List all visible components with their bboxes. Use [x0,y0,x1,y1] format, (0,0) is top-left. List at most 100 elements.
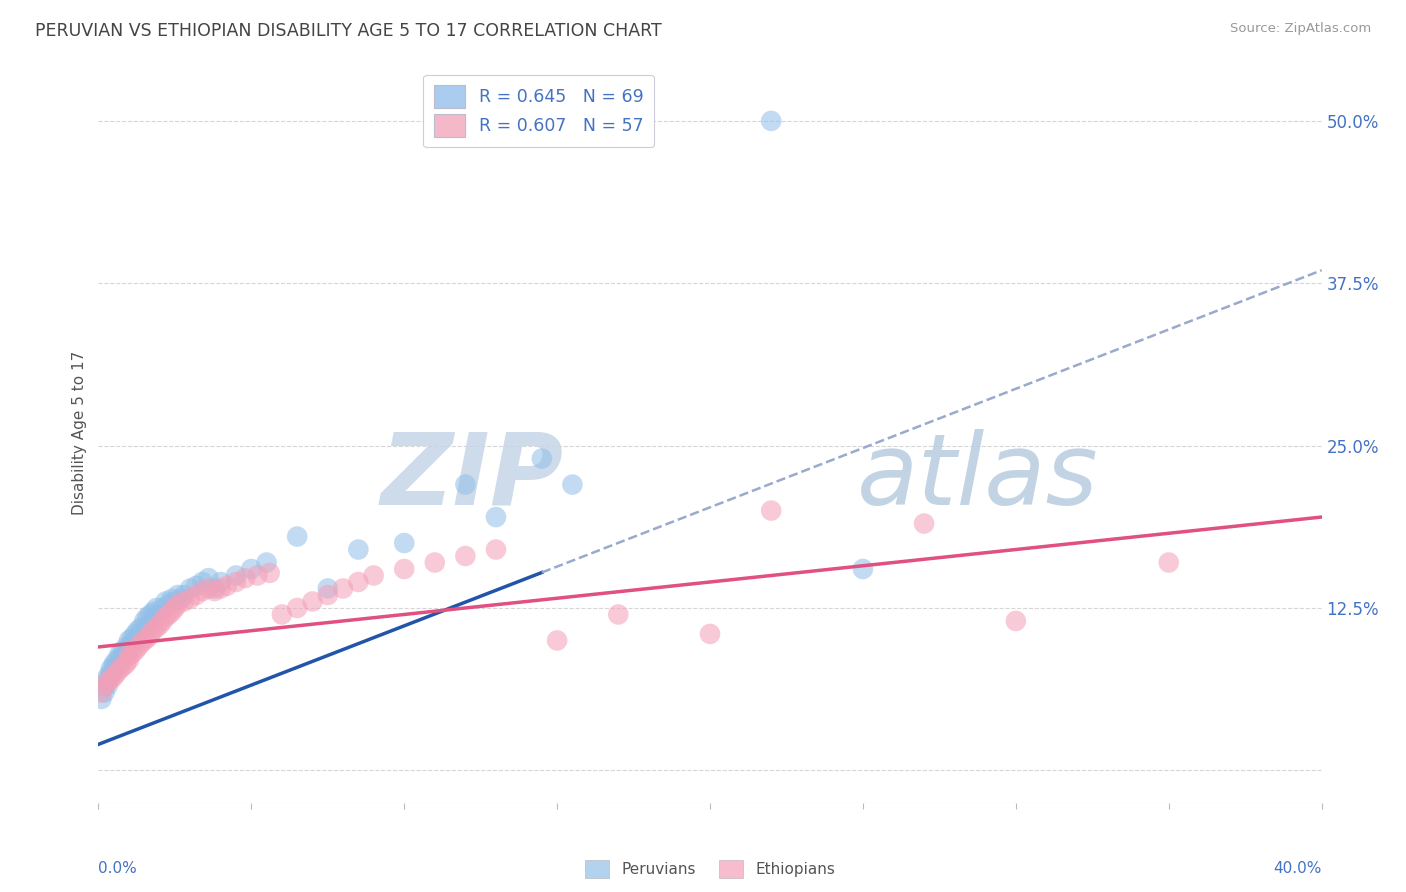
Y-axis label: Disability Age 5 to 17: Disability Age 5 to 17 [72,351,87,515]
Point [127,623,149,637]
Point [454,477,477,491]
Point [121,631,143,645]
Point [111,644,134,658]
Point [121,647,143,661]
Point [179,582,201,596]
Point [145,610,167,624]
Point [759,114,782,128]
Point [103,670,125,684]
Point [259,566,281,580]
Point [134,614,156,628]
Point [246,568,269,582]
Point [152,614,174,628]
Point [97,675,120,690]
Point [134,623,156,637]
Point [97,670,120,684]
Point [93,679,115,693]
Point [285,529,308,543]
Point [149,607,172,622]
Point [142,614,165,628]
Point [363,568,385,582]
Point [197,571,219,585]
Point [607,607,630,622]
Point [163,594,186,608]
Point [97,673,120,687]
Point [155,594,177,608]
Point [316,588,339,602]
Point [118,644,141,658]
Point [332,582,354,596]
Point [149,618,172,632]
Point [118,633,141,648]
Point [152,601,174,615]
Point [155,610,177,624]
Point [167,588,190,602]
Point [93,685,115,699]
Point [100,673,122,687]
Point [256,556,278,570]
Point [105,665,128,680]
Point [108,662,131,676]
Point [160,591,183,606]
Text: ZIP: ZIP [380,428,564,525]
Legend: Peruvians, Ethiopians: Peruvians, Ethiopians [579,855,841,884]
Text: 40.0%: 40.0% [1274,862,1322,876]
Point [197,582,219,596]
Point [191,574,214,589]
Point [347,542,370,557]
Text: atlas: atlas [856,428,1098,525]
Point [170,591,193,606]
Point [347,574,370,589]
Point [191,584,214,599]
Point [316,582,339,596]
Point [186,588,208,602]
Point [139,618,162,632]
Point [142,623,165,637]
Point [209,574,232,589]
Point [423,556,446,570]
Point [233,571,256,585]
Point [160,605,183,619]
Point [134,633,156,648]
Point [145,601,167,615]
Point [561,477,583,491]
Point [179,591,201,606]
Point [103,657,125,671]
Point [108,647,131,661]
Point [100,665,122,680]
Point [139,607,162,622]
Point [225,574,247,589]
Point [301,594,323,608]
Point [204,584,226,599]
Point [90,692,112,706]
Point [157,607,180,622]
Point [105,653,128,667]
Point [103,665,125,680]
Point [912,516,935,531]
Point [136,620,159,634]
Point [186,579,208,593]
Point [215,579,238,593]
Point [485,542,508,557]
Point [124,627,146,641]
Point [111,648,134,663]
Point [173,594,195,608]
Point [546,633,568,648]
Point [127,640,149,654]
Point [124,644,146,658]
Point [129,636,152,650]
Point [142,605,165,619]
Point [485,510,508,524]
Point [145,620,167,634]
Point [124,633,146,648]
Point [115,640,138,654]
Point [108,651,131,665]
Point [530,451,553,466]
Point [127,631,149,645]
Text: 0.0%: 0.0% [98,862,138,876]
Point [240,562,263,576]
Point [93,679,115,693]
Point [115,657,138,671]
Point [699,627,721,641]
Point [129,627,152,641]
